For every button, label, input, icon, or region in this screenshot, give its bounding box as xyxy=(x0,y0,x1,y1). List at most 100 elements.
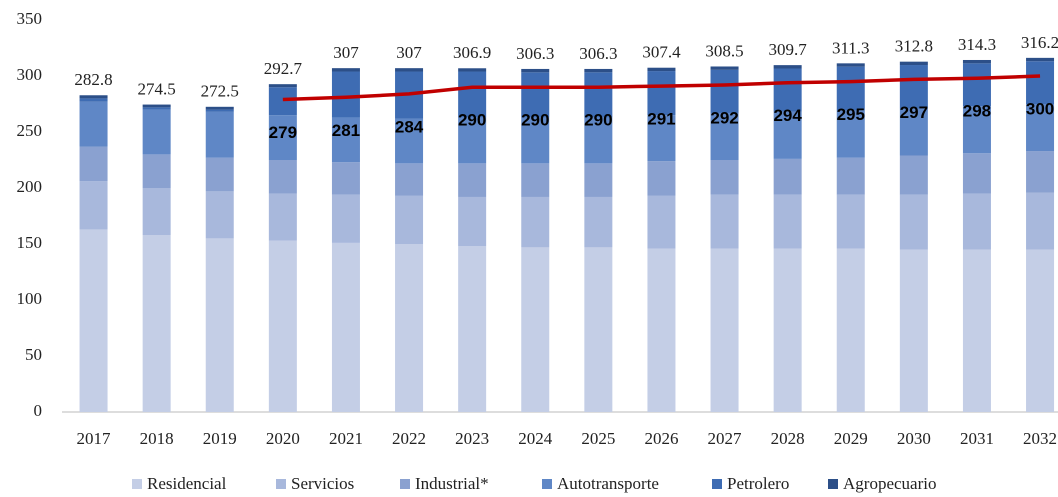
bar-segment xyxy=(647,248,676,412)
y-tick-label: 250 xyxy=(17,121,43,140)
bar-segment xyxy=(458,163,487,197)
line-label: 290 xyxy=(584,111,612,130)
bar-segment xyxy=(962,193,991,250)
bar-segment xyxy=(710,66,739,70)
bar-segment xyxy=(395,244,424,412)
y-tick-label: 50 xyxy=(25,345,42,364)
legend-label: Servicios xyxy=(291,474,354,493)
legend-swatch xyxy=(542,479,552,489)
bar-segment xyxy=(331,162,360,195)
bar-segment xyxy=(458,196,487,247)
y-tick-label: 100 xyxy=(17,289,43,308)
bar-segment xyxy=(79,101,108,147)
bar-segment xyxy=(899,65,928,109)
x-tick-label: 2028 xyxy=(771,429,805,448)
total-label: 272.5 xyxy=(201,82,239,101)
bar-segment xyxy=(773,158,802,195)
bar-segment xyxy=(142,104,171,108)
legend-swatch xyxy=(712,479,722,489)
bar-segment xyxy=(395,163,424,196)
x-tick-label: 2018 xyxy=(140,429,174,448)
bar-segment xyxy=(773,68,802,112)
bar-segment xyxy=(962,59,991,64)
bar-segment xyxy=(268,160,297,194)
total-label: 307 xyxy=(333,43,359,62)
bar-segment xyxy=(1026,57,1055,62)
bar-segment xyxy=(331,71,360,118)
bar-segment xyxy=(836,63,865,67)
bar-segment xyxy=(773,65,802,69)
bar-segment xyxy=(899,194,928,250)
total-label: 307 xyxy=(396,43,422,62)
bar-segment xyxy=(458,68,487,72)
bar-segment xyxy=(268,193,297,241)
bar-segment xyxy=(205,109,234,112)
bar-segment xyxy=(584,196,613,248)
bar-segment xyxy=(142,188,171,236)
legend-label: Petrolero xyxy=(727,474,789,493)
bar-segment xyxy=(962,106,991,154)
bar-segment xyxy=(79,98,108,102)
x-tick-label: 2029 xyxy=(834,429,868,448)
bar-segment xyxy=(647,195,676,249)
bar-segment xyxy=(395,195,424,244)
line-label: 294 xyxy=(773,106,802,125)
bar-segment xyxy=(710,112,739,160)
bar-segment xyxy=(268,84,297,88)
x-tick-label: 2027 xyxy=(708,429,743,448)
bar-segment xyxy=(899,155,928,195)
bar-segment xyxy=(647,67,676,72)
y-tick-label: 150 xyxy=(17,233,43,252)
bar-segment xyxy=(142,235,171,412)
x-tick-label: 2022 xyxy=(392,429,426,448)
bar-segment xyxy=(1026,151,1055,193)
bar-segment xyxy=(521,117,550,164)
bar-segment xyxy=(584,163,613,197)
bar-segment xyxy=(710,69,739,113)
x-tick-label: 2019 xyxy=(203,429,237,448)
legend-swatch xyxy=(276,479,286,489)
bar-segment xyxy=(899,249,928,412)
y-tick-label: 0 xyxy=(34,401,43,420)
total-label: 316.2 xyxy=(1021,33,1058,52)
total-label: 308.5 xyxy=(705,41,743,60)
line-label: 291 xyxy=(647,110,675,129)
x-tick-label: 2025 xyxy=(581,429,615,448)
x-tick-label: 2026 xyxy=(644,429,678,448)
bar-segment xyxy=(79,95,108,99)
y-tick-label: 350 xyxy=(17,9,43,28)
bar-segment xyxy=(142,107,171,110)
x-tick-label: 2032 xyxy=(1023,429,1057,448)
bar-segment xyxy=(331,194,360,243)
bar-segment xyxy=(521,196,550,248)
bar-segment xyxy=(836,194,865,249)
bar-segment xyxy=(205,106,234,110)
bar-segment xyxy=(521,247,550,412)
x-tick-label: 2031 xyxy=(960,429,994,448)
line-label: 284 xyxy=(395,117,424,136)
total-label: 282.8 xyxy=(74,70,112,89)
line-label: 295 xyxy=(837,105,865,124)
legend-label: Agropecuario xyxy=(843,474,936,493)
line-label: 300 xyxy=(1026,99,1054,118)
total-label: 306.9 xyxy=(453,43,491,62)
bar-segment xyxy=(836,110,865,158)
bar-segment xyxy=(962,249,991,412)
x-tick-label: 2021 xyxy=(329,429,363,448)
bar-segment xyxy=(584,72,613,118)
total-label: 312.8 xyxy=(895,37,933,56)
bar-segment xyxy=(331,117,360,163)
bar-segment xyxy=(584,247,613,412)
total-label: 292.7 xyxy=(264,59,303,78)
bar-segment xyxy=(268,115,297,160)
bar-segment xyxy=(268,240,297,412)
total-label: 311.3 xyxy=(832,38,870,57)
legend-swatch xyxy=(400,479,410,489)
bar-segment xyxy=(521,72,550,118)
legend-swatch xyxy=(828,479,838,489)
bar-segment xyxy=(647,161,676,196)
line-label: 290 xyxy=(458,111,486,130)
x-tick-label: 2024 xyxy=(518,429,553,448)
bar-segment xyxy=(205,111,234,158)
